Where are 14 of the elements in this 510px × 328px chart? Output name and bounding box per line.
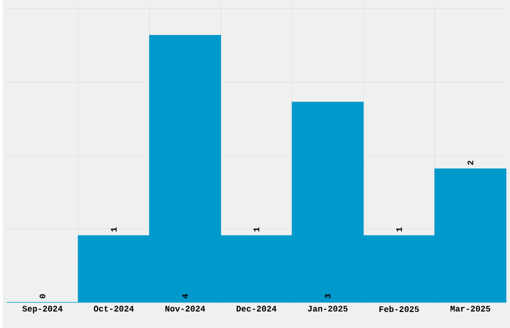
data-label: 1 xyxy=(254,227,260,232)
data-label: 3 xyxy=(324,294,331,298)
data-label: 1 xyxy=(396,227,402,232)
data-label: 2 xyxy=(468,160,474,165)
x-tick-label: Dec-2024 xyxy=(236,306,276,312)
x-tick-label: Mar-2025 xyxy=(450,306,490,312)
x-tick-label: Sep-2024 xyxy=(22,306,63,314)
x-tick-label: Jan-2025 xyxy=(308,306,348,312)
data-label: 0 xyxy=(40,294,46,298)
x-tick-label: Feb-2025 xyxy=(379,306,419,312)
data-label: 1 xyxy=(111,227,117,232)
x-tick-label: Oct-2024 xyxy=(94,306,134,312)
x-tick-label: Nov-2024 xyxy=(165,306,206,312)
data-label: 4 xyxy=(182,294,188,298)
